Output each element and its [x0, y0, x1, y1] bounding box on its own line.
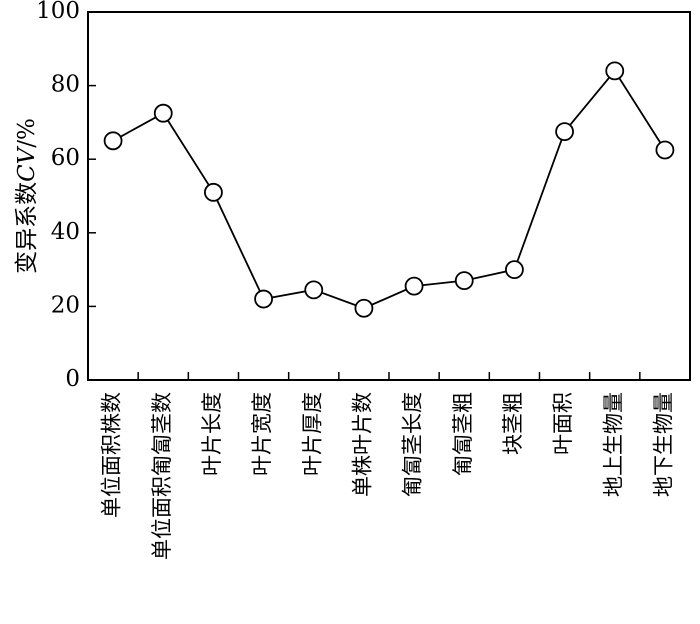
category-labels: 单位面积株数 单位面积匍匐茎数 叶片长度 叶片宽度 叶片厚度 单株叶片数 匍匐茎长度 匍匐茎粗… — [100, 392, 676, 560]
data-point-marker — [605, 61, 625, 81]
data-points — [103, 61, 675, 318]
data-point-marker — [555, 122, 574, 142]
y-tick-label: 60 — [51, 145, 80, 171]
series-line — [112, 69, 666, 310]
data-point-marker — [153, 103, 173, 123]
y-axis-ticks: 0 20 40 60 80 100 — [36, 0, 96, 392]
data-point-marker — [254, 289, 273, 309]
category-label: 单位面积株数 — [100, 392, 124, 518]
plot-frame — [87, 11, 691, 381]
data-point-marker — [304, 280, 324, 300]
series-polyline — [112, 69, 666, 310]
data-point-marker — [103, 131, 123, 151]
category-label: 单株叶片数 — [350, 392, 374, 497]
category-label: 叶面积 — [551, 392, 575, 455]
category-label: 地上生物量 — [601, 392, 625, 497]
data-point-marker — [404, 276, 424, 296]
category-label: 单位面积匍匐茎数 — [150, 392, 174, 560]
data-point-marker — [505, 260, 524, 280]
category-label: 叶片厚度 — [300, 392, 324, 476]
y-tick-label: 0 — [65, 366, 80, 392]
y-tick-label: 80 — [51, 72, 80, 98]
data-point-marker — [454, 271, 474, 291]
data-point-marker — [354, 298, 374, 318]
y-axis-title: 变异系数CV/% — [14, 118, 40, 274]
category-label: 叶片长度 — [200, 392, 224, 476]
category-label: 叶片宽度 — [250, 392, 274, 476]
y-tick-label: 40 — [51, 219, 80, 245]
y-tick-label: 100 — [36, 0, 80, 24]
category-label: 匍匐茎长度 — [401, 392, 425, 497]
category-label: 匍匐茎粗 — [451, 392, 475, 476]
y-tick-label: 20 — [51, 292, 80, 318]
x-axis-ticks — [137, 372, 641, 380]
data-point-marker — [655, 140, 675, 160]
data-point-marker — [204, 182, 223, 202]
category-label: 地下生物量 — [651, 392, 675, 497]
category-label: 块茎粗 — [501, 392, 525, 455]
axes — [87, 11, 691, 381]
